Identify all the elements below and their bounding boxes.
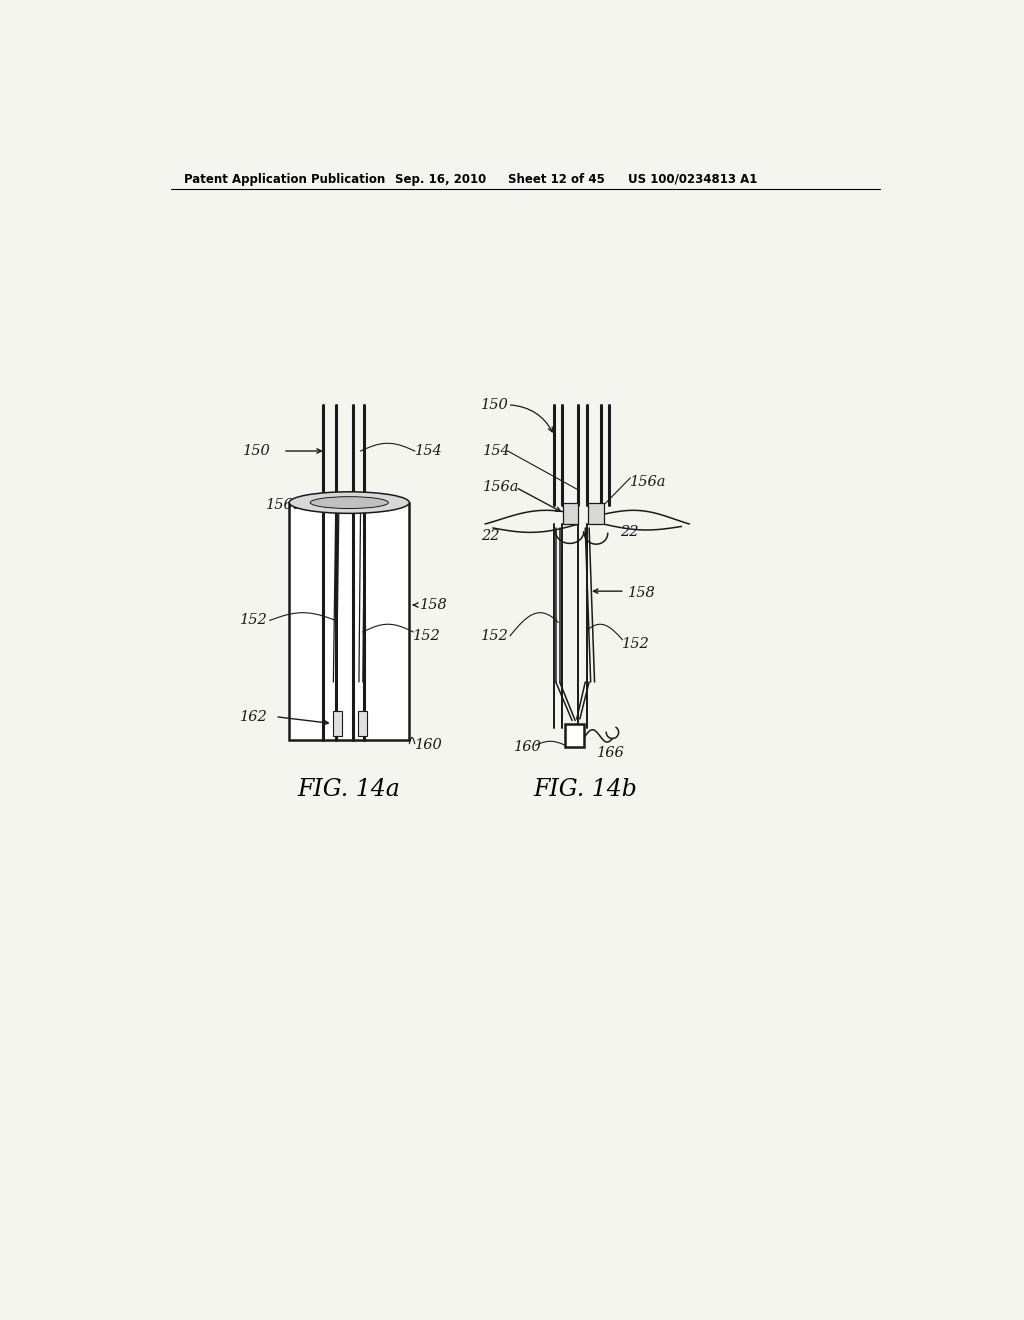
Ellipse shape [289, 492, 410, 513]
Text: 160: 160 [415, 738, 442, 752]
Bar [563, 503, 579, 524]
Text: 166: 166 [597, 746, 625, 760]
Ellipse shape [310, 496, 388, 508]
Bar [589, 503, 604, 524]
Text: 22: 22 [480, 529, 499, 543]
Bar [333, 711, 342, 737]
Text: 156a: 156a [630, 475, 667, 488]
Text: 152: 152 [480, 628, 508, 643]
Bar [565, 725, 584, 747]
Text: 152: 152 [241, 614, 268, 627]
Bar [358, 711, 368, 737]
Text: 158: 158 [628, 586, 655, 601]
Text: 150: 150 [480, 397, 508, 412]
Text: 152: 152 [414, 628, 441, 643]
Text: FIG. 14a: FIG. 14a [297, 779, 400, 801]
Text: FIG. 14b: FIG. 14b [534, 779, 637, 801]
Text: 156a: 156a [266, 498, 302, 512]
Bar [289, 503, 410, 739]
Text: Sheet 12 of 45: Sheet 12 of 45 [508, 173, 604, 186]
Text: 162: 162 [241, 710, 268, 723]
Text: 156a: 156a [483, 480, 519, 494]
Text: 22: 22 [621, 525, 639, 539]
Text: 154: 154 [415, 444, 442, 458]
Text: Patent Application Publication: Patent Application Publication [183, 173, 385, 186]
Text: Sep. 16, 2010: Sep. 16, 2010 [395, 173, 486, 186]
Text: US 100/0234813 A1: US 100/0234813 A1 [628, 173, 758, 186]
Text: 152: 152 [623, 636, 650, 651]
Text: 160: 160 [514, 741, 542, 755]
Text: 158: 158 [420, 598, 447, 612]
Text: 150: 150 [243, 444, 270, 458]
Text: 154: 154 [483, 444, 511, 458]
